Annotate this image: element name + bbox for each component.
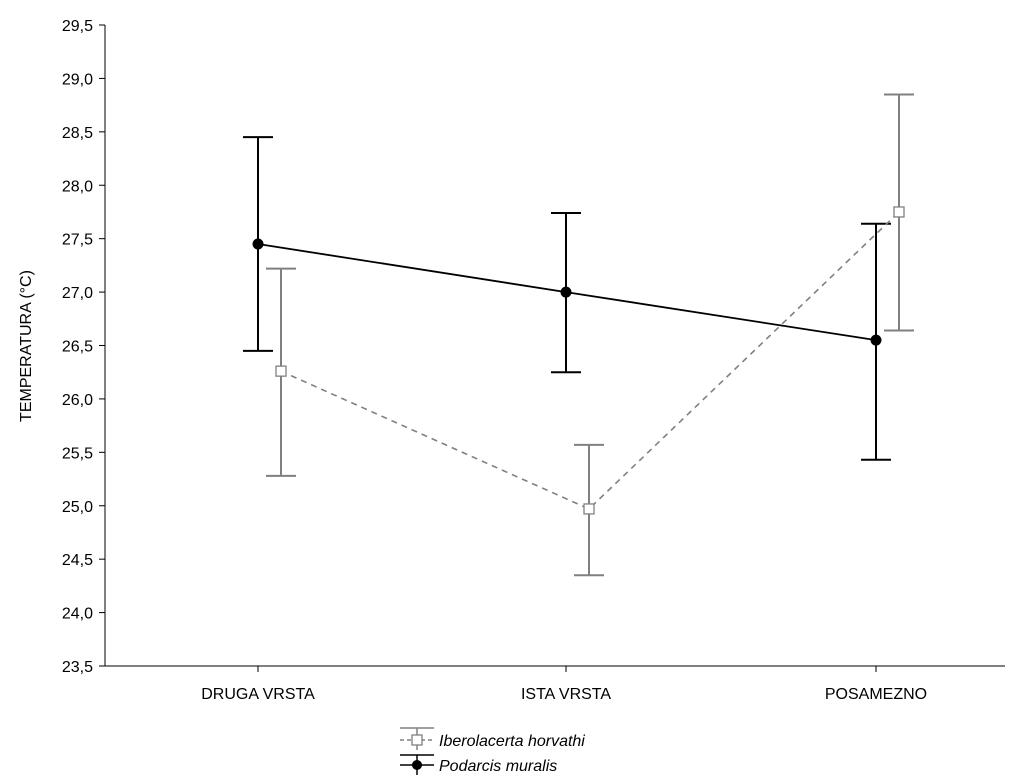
y-tick-label: 26,0	[62, 392, 93, 409]
y-tick-label: 27,5	[62, 232, 93, 249]
y-tick-label: 29,5	[62, 18, 93, 35]
data-point	[560, 286, 572, 298]
x-tick-label: ISTA VRSTA	[521, 686, 611, 703]
series-iberolacerta-horvathi	[266, 93, 914, 577]
legend-item: Iberolacerta horvathi	[400, 727, 585, 750]
legend-label: Podarcis muralis	[439, 758, 557, 775]
legend-label: Iberolacerta horvathi	[439, 733, 585, 750]
data-point	[275, 365, 287, 377]
x-tick-label: DRUGA VRSTA	[201, 686, 315, 703]
y-axis-ticks: 23,5 24,0 24,5 25,0 25,5 26,0 26,5 27,0 27,5 28,0…	[62, 18, 105, 676]
y-tick-label: 23,5	[62, 659, 93, 676]
y-tick-label: 27,0	[62, 285, 93, 302]
legend: Iberolacerta horvathi Podarcis muralis	[400, 727, 585, 775]
data-point	[252, 238, 264, 250]
data-point	[893, 206, 905, 218]
legend-item: Podarcis muralis	[400, 754, 557, 775]
y-tick-label: 26,5	[62, 339, 93, 356]
series-podarcis-muralis	[243, 136, 891, 461]
y-tick-label: 28,0	[62, 178, 93, 195]
series-line	[280, 211, 900, 510]
legend-marker	[412, 760, 422, 770]
y-tick-label: 25,5	[62, 445, 93, 462]
y-axis-label: TEMPERATURA (°C)	[18, 270, 35, 422]
y-tick-label: 25,0	[62, 499, 93, 516]
y-tick-label: 24,5	[62, 552, 93, 569]
y-tick-label: 28,5	[62, 125, 93, 142]
x-axis-ticks: DRUGA VRSTA ISTA VRSTA POSAMEZNO	[201, 666, 927, 703]
legend-marker	[411, 734, 423, 746]
data-point	[870, 334, 882, 346]
series-layer	[243, 93, 914, 577]
y-tick-label: 29,0	[62, 71, 93, 88]
y-tick-label: 24,0	[62, 606, 93, 623]
data-point	[583, 503, 595, 515]
x-tick-label: POSAMEZNO	[825, 686, 927, 703]
chart-axes	[104, 25, 1005, 667]
